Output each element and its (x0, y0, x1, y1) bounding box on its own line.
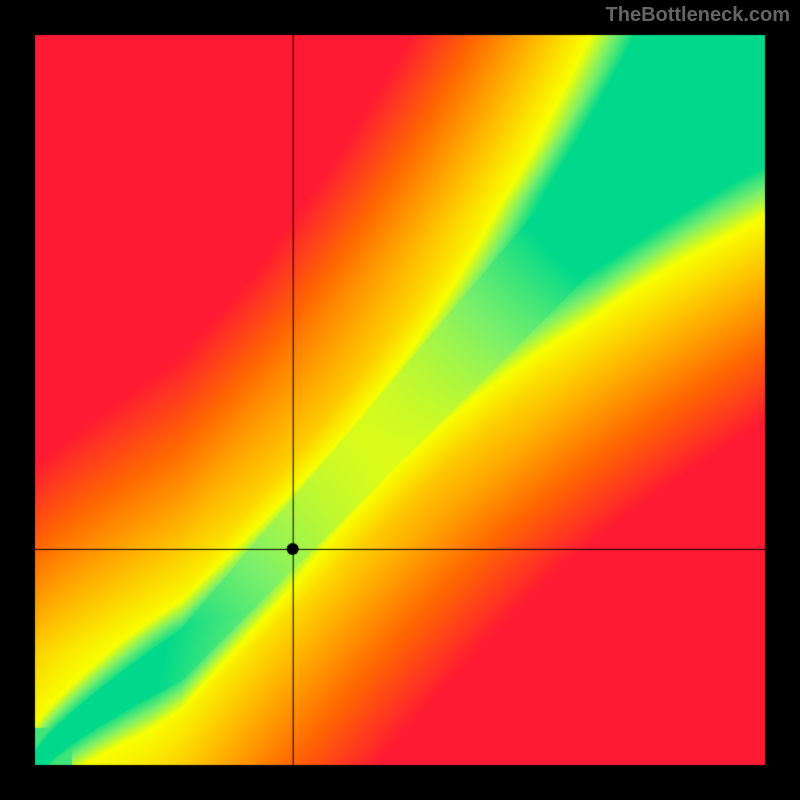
chart-container: TheBottleneck.com (0, 0, 800, 800)
watermark-text: TheBottleneck.com (606, 4, 790, 27)
bottleneck-heatmap (0, 0, 800, 800)
